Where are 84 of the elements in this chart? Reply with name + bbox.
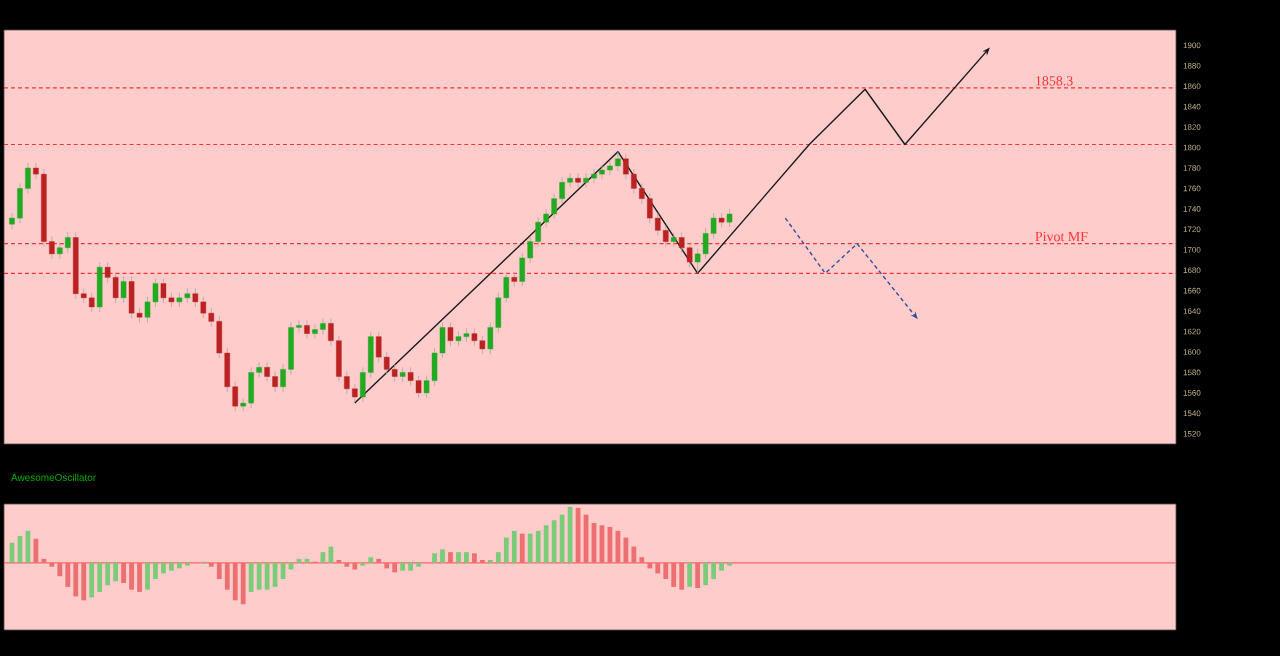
bar <box>129 562 134 590</box>
bar <box>105 562 111 586</box>
candlestick <box>120 275 127 304</box>
candlestick <box>663 224 669 248</box>
candlestick <box>65 231 71 254</box>
bar <box>400 562 406 571</box>
candlestick <box>463 328 470 343</box>
bar <box>551 520 557 563</box>
bar <box>440 549 445 563</box>
bar <box>89 562 95 598</box>
bar <box>663 562 669 580</box>
bar <box>392 562 398 573</box>
bar <box>527 533 533 563</box>
bar <box>703 562 709 586</box>
bar <box>368 557 374 563</box>
bar <box>169 562 174 571</box>
bar <box>137 562 142 592</box>
candlestick <box>670 231 677 248</box>
candlestick <box>415 375 422 399</box>
candlestick <box>511 271 518 287</box>
candlestick <box>128 275 135 319</box>
candlestick <box>447 321 454 347</box>
bar <box>352 562 358 570</box>
candlestick <box>607 160 613 176</box>
bar <box>711 562 716 580</box>
bar <box>647 562 653 569</box>
bar <box>384 562 390 569</box>
bar <box>687 562 693 587</box>
bar <box>248 562 254 592</box>
bar <box>631 546 637 563</box>
bar <box>519 533 525 563</box>
candlestick <box>352 383 358 403</box>
bar <box>113 562 119 582</box>
candlestick <box>599 164 605 180</box>
bar <box>464 552 469 563</box>
candlestick <box>479 335 486 355</box>
bar <box>719 562 724 571</box>
bar <box>456 552 461 563</box>
bar <box>448 552 453 563</box>
bar <box>408 562 414 571</box>
candlestick <box>200 296 207 319</box>
candlestick <box>320 317 326 336</box>
bar <box>472 553 477 563</box>
bar <box>264 562 270 590</box>
candlestick <box>272 371 278 393</box>
bar <box>671 562 677 587</box>
bar <box>695 562 701 588</box>
candlestick <box>591 168 597 184</box>
bar <box>432 553 437 563</box>
candlestick <box>615 151 621 172</box>
candlestick <box>312 324 318 340</box>
bar <box>177 562 182 569</box>
bar <box>655 562 661 574</box>
candlestick <box>88 292 95 313</box>
candlestick <box>375 331 382 363</box>
bar <box>543 525 549 563</box>
bar <box>679 562 685 590</box>
bar <box>511 530 517 563</box>
candlestick <box>160 278 167 304</box>
bar <box>145 562 150 590</box>
candlestick <box>575 172 581 188</box>
candlestick <box>407 366 414 387</box>
bar <box>81 562 87 601</box>
bar <box>97 562 103 592</box>
bar <box>73 562 79 597</box>
bar <box>503 537 509 563</box>
bar <box>161 562 166 574</box>
candlestick <box>726 208 733 228</box>
bar <box>623 537 629 563</box>
bar <box>232 562 238 601</box>
candlestick <box>112 271 119 304</box>
candlestick <box>264 361 270 383</box>
candlestick <box>96 261 103 313</box>
candlestick <box>304 319 310 340</box>
bar <box>121 562 126 583</box>
candlestick <box>399 366 406 383</box>
candlestick <box>686 242 693 268</box>
candlestick <box>248 366 254 409</box>
bar <box>256 562 262 590</box>
bar <box>240 562 246 605</box>
bar <box>535 530 541 563</box>
candlestick <box>647 193 653 224</box>
candlestick <box>583 172 589 188</box>
candlestick <box>192 288 199 308</box>
